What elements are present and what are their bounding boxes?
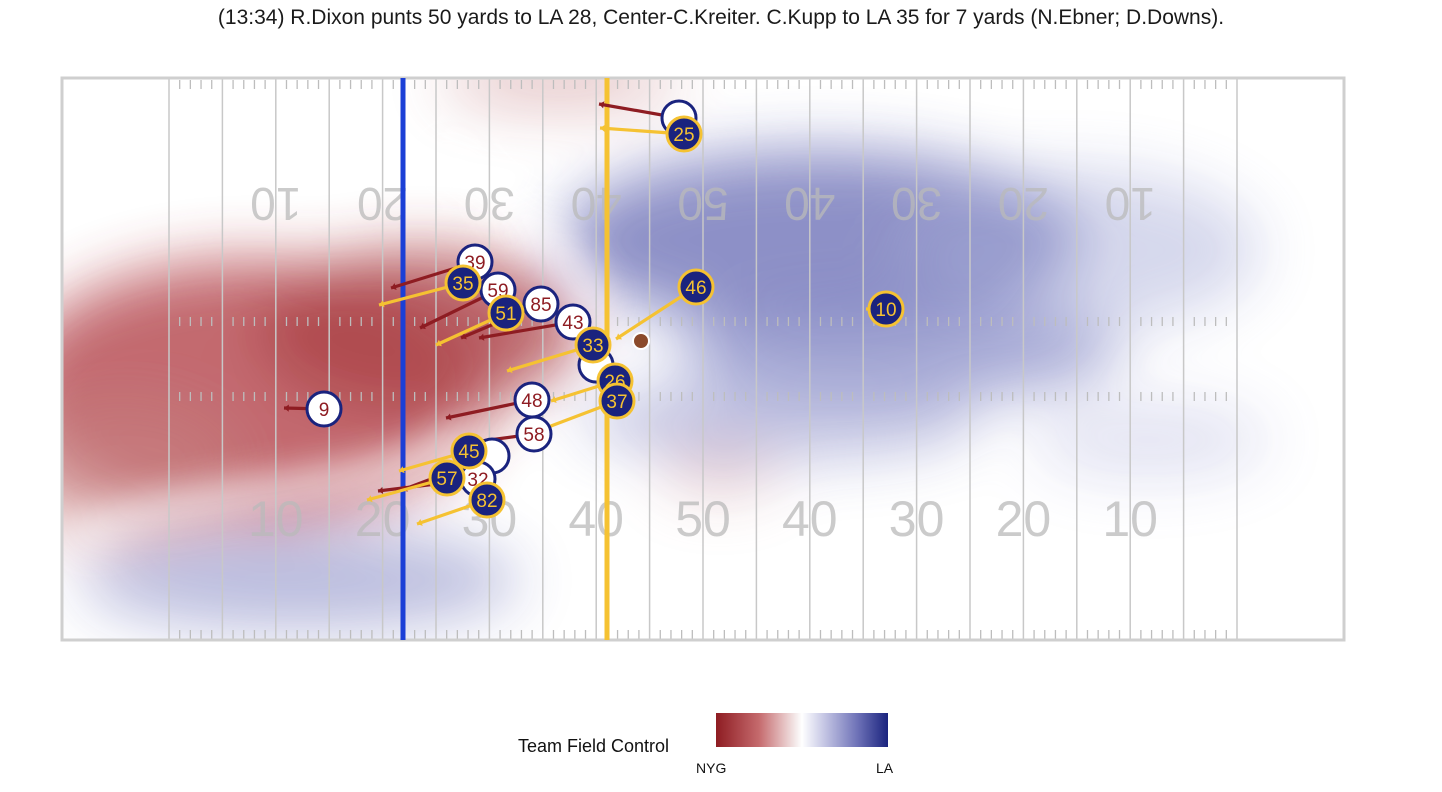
nyg-velocity-arrow-head [599, 101, 605, 109]
bottom-yard-number: 40 [568, 491, 624, 547]
top-yard-number: 30 [891, 178, 942, 230]
play-description-title: (13:34) R.Dixon punts 50 yards to LA 28,… [217, 6, 1225, 29]
top-yard-numbers: 10 20 30 40 50 40 30 20 10 [250, 178, 1156, 230]
la-player-number: 82 [476, 491, 497, 512]
la-player-marker: 82 [468, 481, 506, 519]
nyg-player-number: 48 [521, 391, 542, 412]
field-border [60, 76, 1346, 642]
football-marker [632, 332, 650, 350]
nyg-velocity-arrow-head [479, 333, 485, 341]
la-player-marker: 57 [428, 459, 466, 497]
la-velocity-arrow-head [417, 519, 423, 526]
bottom-yard-number: 40 [782, 491, 838, 547]
nyg-player-number: 9 [319, 400, 330, 421]
la-player-marker: 35 [444, 264, 482, 302]
la-player-number: 46 [685, 278, 706, 299]
nyg-player-marker: 85 [522, 285, 560, 323]
top-yard-number: 20 [998, 178, 1049, 230]
la-player-number: 10 [875, 300, 896, 321]
top-yard-number: 50 [677, 178, 728, 230]
la-velocity-arrow-head [551, 396, 557, 403]
yard-lines [168, 78, 1238, 640]
la-player-number: 35 [452, 274, 473, 295]
la-player-number: 33 [582, 336, 603, 357]
top-yard-number: 40 [571, 178, 622, 230]
la-velocity-arrow-head [379, 300, 385, 308]
nyg-velocity-arrow-head [378, 486, 384, 494]
nyg-velocity-arrow-head [284, 404, 289, 412]
la-player-marker: 33 [574, 326, 612, 364]
la-velocity-arrow-head [367, 495, 373, 503]
la-player-number: 25 [673, 125, 694, 146]
top-yard-number: 10 [250, 178, 301, 230]
la-velocity-arrow-head [436, 339, 442, 347]
la-player-marker: 25 [665, 115, 703, 153]
nyg-velocity-arrow-head [446, 413, 452, 421]
nyg-player-marker: 48 [513, 381, 551, 419]
bottom-yard-number: 50 [675, 491, 731, 547]
la-player-number: 51 [495, 304, 516, 325]
la-velocity-arrow-head [600, 124, 606, 132]
bottom-yard-number: 10 [1102, 491, 1158, 547]
la-player-number: 57 [436, 469, 457, 490]
nyg-player-marker: 43 [554, 303, 592, 341]
nyg-player-number: 43 [562, 313, 583, 334]
top-yard-number: 20 [357, 178, 408, 230]
la-player-marker: 45 [450, 432, 488, 470]
la-player-marker: 37 [598, 382, 636, 420]
la-player-number: 37 [606, 392, 627, 413]
nyg-player-number: 85 [530, 295, 551, 316]
bottom-yard-number: 20 [996, 491, 1052, 547]
la-velocity-arrow-head [616, 333, 622, 340]
la-velocity-arrow-head [399, 466, 405, 474]
nyg-velocity-arrow-head [420, 322, 426, 330]
la-player-marker: 51 [487, 294, 525, 332]
nyg-player-marker: 58 [515, 415, 553, 453]
la-player-number: 45 [458, 442, 479, 463]
la-player-marker: 10 [867, 290, 905, 328]
top-yard-number: 40 [784, 178, 835, 230]
bottom-yard-number: 10 [248, 491, 304, 547]
bottom-yard-number: 30 [889, 491, 945, 547]
nyg-player-number: 58 [523, 425, 544, 446]
bottom-yard-numbers: 10 20 30 40 50 40 30 20 10 [248, 491, 1158, 547]
la-velocity-arrow-head [507, 366, 513, 374]
la-player-marker: 46 [677, 268, 715, 306]
top-yard-number: 30 [464, 178, 515, 230]
nyg-player-marker: 9 [305, 390, 343, 428]
nyg-velocity-arrow-head [391, 283, 397, 291]
nyg-velocity-arrow-head [461, 332, 467, 340]
top-yard-number: 10 [1105, 178, 1156, 230]
